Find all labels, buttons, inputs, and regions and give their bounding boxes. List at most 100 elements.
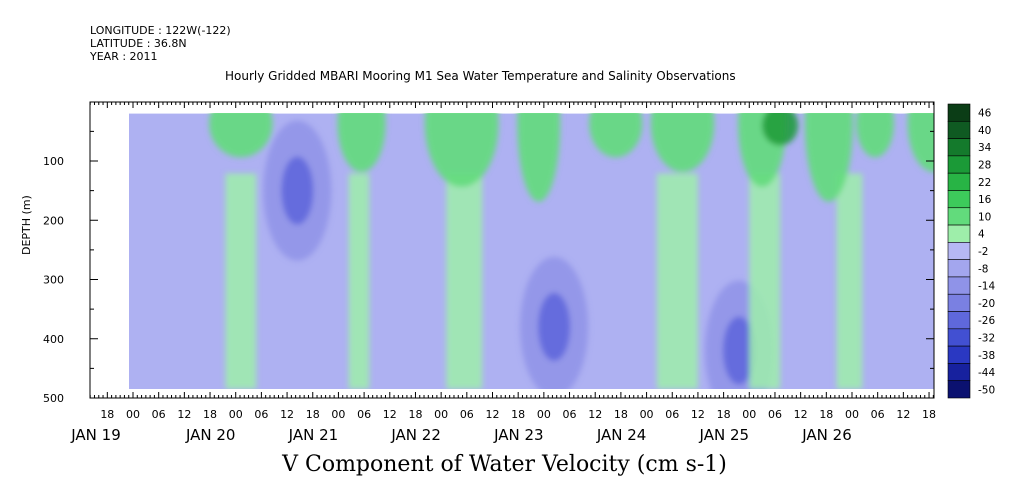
colorbar-label: -8 — [978, 263, 988, 275]
colorbar-swatch — [947, 103, 971, 122]
surface-positive-region — [650, 113, 715, 173]
colorbar-label: -38 — [978, 350, 995, 362]
x-day-label: JAN 21 — [288, 426, 339, 444]
x-hour-label: 00 — [845, 408, 859, 421]
surface-positive-region — [517, 113, 561, 202]
colorbar-label: -44 — [978, 367, 995, 379]
colorbar-label: 34 — [978, 142, 992, 154]
x-hour-label: 12 — [177, 408, 191, 421]
colorbar-swatch — [947, 242, 971, 260]
chart-title: Hourly Gridded MBARI Mooring M1 Sea Wate… — [225, 69, 736, 83]
x-day-label: JAN 26 — [801, 426, 852, 444]
surface-positive-region — [209, 113, 273, 158]
x-hour-label: 00 — [126, 408, 140, 421]
colorbar-swatch — [947, 380, 971, 399]
x-hour-label: 18 — [717, 408, 731, 421]
colorbar-swatch — [947, 328, 971, 347]
x-hour-label: 18 — [922, 408, 936, 421]
x-hour-label: 12 — [588, 408, 602, 421]
colorbar-swatch — [947, 172, 971, 191]
positive-velocity-band — [749, 173, 781, 389]
positive-velocity-band — [836, 173, 863, 389]
positive-velocity-band — [348, 173, 370, 389]
x-hour-label: 00 — [331, 408, 345, 421]
x-hour-label: 18 — [100, 408, 114, 421]
colorbar-swatch — [947, 345, 971, 364]
x-hour-label: 06 — [768, 408, 782, 421]
y-tick-label: 500 — [43, 392, 64, 405]
x-hour-label: 18 — [203, 408, 217, 421]
colorbar-swatch — [947, 276, 971, 295]
colorbar-swatch — [947, 120, 971, 139]
axis-tick-labels: 100 200 300 400 500 18 00 06 12 18 00 06 12 18 00 06 12 1… — [43, 155, 936, 444]
colorbar-swatch — [947, 293, 971, 312]
positive-velocity-band — [225, 173, 257, 389]
surface-positive-region — [907, 113, 934, 173]
y-tick-label: 300 — [43, 274, 64, 287]
colorbar-label: -20 — [978, 298, 995, 310]
colorbar-label: 22 — [978, 177, 991, 189]
colorbar-label: -2 — [978, 246, 988, 258]
x-hour-label: 00 — [434, 408, 448, 421]
x-hour-label: 12 — [383, 408, 397, 421]
negative-velocity-core — [538, 292, 571, 361]
x-hour-label: 00 — [537, 408, 551, 421]
x-hour-label: 12 — [794, 408, 808, 421]
colorbar-swatch — [947, 363, 971, 382]
colorbar-swatch — [947, 259, 971, 278]
colorbar-label: -32 — [978, 332, 995, 344]
negative-velocity-core — [723, 316, 756, 385]
x-hour-label: 06 — [357, 408, 371, 421]
colorbar-label: -14 — [978, 281, 995, 293]
positive-velocity-core — [762, 113, 799, 146]
x-day-label: JAN 25 — [699, 426, 750, 444]
surface-positive-region — [589, 113, 643, 158]
positive-velocity-band — [656, 173, 698, 389]
colorbar-label: 16 — [978, 194, 992, 206]
x-hour-label: 00 — [229, 408, 243, 421]
y-tick-label: 100 — [43, 155, 64, 168]
y-tick-label: 200 — [43, 214, 64, 227]
x-hour-label: 06 — [665, 408, 679, 421]
x-hour-label: 00 — [742, 408, 756, 421]
x-hour-label: 06 — [563, 408, 577, 421]
x-hour-label: 12 — [280, 408, 294, 421]
velocity-field — [129, 113, 934, 389]
x-hour-label: 18 — [614, 408, 628, 421]
x-hour-label: 06 — [152, 408, 166, 421]
colorbar-label: 4 — [978, 229, 985, 241]
axes — [89, 101, 935, 399]
x-day-label: JAN 24 — [596, 426, 647, 444]
x-hour-label: 18 — [306, 408, 320, 421]
x-hour-label: 00 — [640, 408, 654, 421]
latitude-label: LATITUDE : 36.8N — [90, 37, 187, 50]
colorbar-label: 40 — [978, 125, 991, 137]
positive-velocity-band — [446, 173, 483, 389]
colorbar-swatch — [947, 311, 971, 330]
x-hour-label: 06 — [871, 408, 885, 421]
colorbar-label: -50 — [978, 384, 995, 396]
colorbar-swatch — [947, 207, 971, 226]
colorbar-swatch — [947, 224, 971, 243]
surface-positive-region — [337, 113, 386, 173]
x-hour-label: 06 — [460, 408, 474, 421]
x-hour-label: 06 — [254, 408, 268, 421]
colorbar-swatch — [947, 190, 971, 209]
x-hour-label: 12 — [691, 408, 705, 421]
colorbar-swatches — [947, 103, 971, 399]
x-day-label: JAN 23 — [493, 426, 544, 444]
colorbar-swatch — [947, 155, 971, 174]
colorbar-swatch — [947, 138, 971, 157]
x-hour-label: 18 — [511, 408, 525, 421]
longitude-label: LONGITUDE : 122W(-122) — [90, 24, 231, 37]
surface-positive-region — [424, 113, 499, 187]
colorbar-label: 28 — [978, 160, 991, 172]
colorbar-label: 10 — [978, 211, 991, 223]
year-label: YEAR : 2011 — [90, 50, 158, 63]
x-day-label: JAN 19 — [70, 426, 121, 444]
colorbar-labels: 46 40 34 28 22 16 10 4 -2 -8 -14 -20 -26 -32 -38 -44 -50 — [978, 108, 995, 397]
x-hour-label: 18 — [408, 408, 422, 421]
colorbar-label: 46 — [978, 108, 992, 120]
